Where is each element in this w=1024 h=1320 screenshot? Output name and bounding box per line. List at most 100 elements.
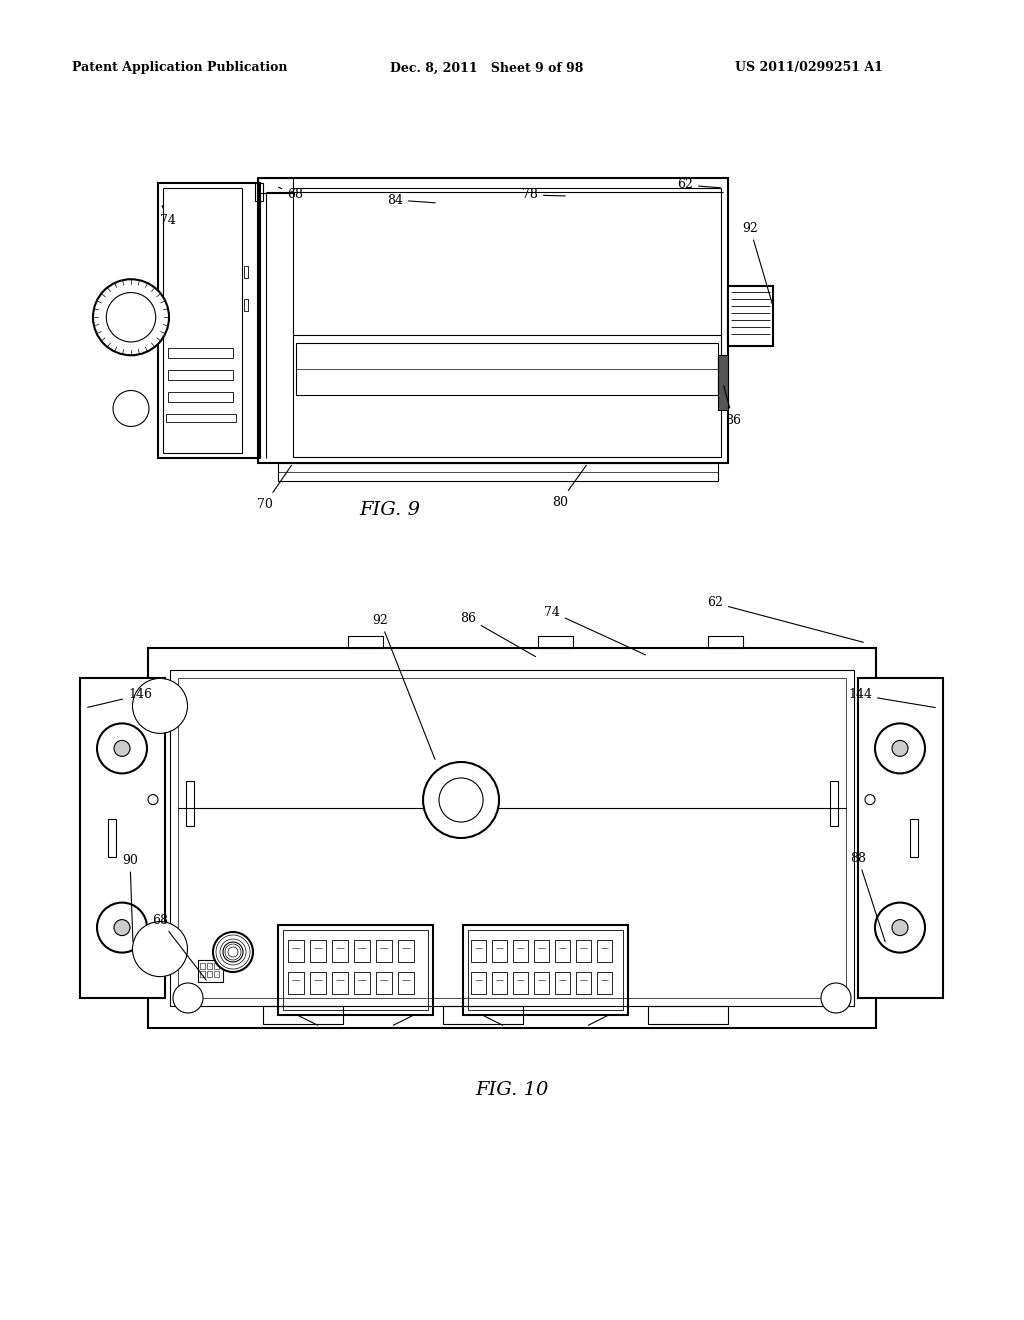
- Circle shape: [423, 762, 499, 838]
- Bar: [310, 940, 326, 962]
- Text: 86: 86: [460, 611, 536, 656]
- Bar: [293, 187, 721, 457]
- Bar: [575, 973, 591, 994]
- Bar: [398, 940, 414, 962]
- Circle shape: [97, 723, 147, 774]
- Bar: [283, 931, 428, 1010]
- Bar: [597, 940, 612, 962]
- Circle shape: [821, 983, 851, 1012]
- Bar: [168, 392, 233, 403]
- Bar: [158, 183, 260, 458]
- Bar: [492, 940, 507, 962]
- Bar: [534, 940, 549, 962]
- Bar: [398, 973, 414, 994]
- Bar: [288, 940, 304, 962]
- Circle shape: [892, 920, 908, 936]
- Bar: [310, 973, 326, 994]
- Bar: [214, 970, 219, 977]
- Bar: [597, 973, 612, 994]
- Bar: [443, 1006, 523, 1024]
- Bar: [513, 973, 528, 994]
- Circle shape: [114, 741, 130, 756]
- Bar: [278, 463, 718, 480]
- Bar: [258, 178, 293, 193]
- Text: 74: 74: [160, 206, 176, 227]
- Text: 80: 80: [552, 465, 587, 508]
- Bar: [278, 925, 433, 1015]
- Bar: [376, 973, 392, 994]
- Bar: [170, 671, 854, 1006]
- Bar: [648, 1006, 728, 1024]
- Text: 68: 68: [152, 913, 206, 981]
- Bar: [354, 973, 370, 994]
- Text: 144: 144: [848, 689, 935, 708]
- Text: 90: 90: [122, 854, 138, 941]
- Circle shape: [874, 903, 925, 953]
- Bar: [244, 298, 248, 310]
- Circle shape: [93, 280, 169, 355]
- Text: US 2011/0299251 A1: US 2011/0299251 A1: [735, 62, 883, 74]
- Bar: [198, 960, 223, 982]
- Bar: [108, 818, 116, 857]
- Circle shape: [132, 678, 187, 734]
- Text: 88: 88: [850, 851, 885, 941]
- Bar: [263, 1006, 343, 1024]
- Circle shape: [113, 391, 150, 426]
- Bar: [166, 414, 236, 422]
- Bar: [830, 781, 838, 826]
- Bar: [80, 678, 165, 998]
- Bar: [258, 178, 728, 463]
- Text: 70: 70: [257, 465, 292, 511]
- Circle shape: [213, 932, 253, 972]
- Circle shape: [114, 920, 130, 936]
- Bar: [468, 931, 623, 1010]
- Bar: [471, 940, 486, 962]
- Bar: [718, 355, 728, 409]
- Bar: [555, 940, 570, 962]
- Bar: [178, 678, 846, 998]
- Bar: [288, 973, 304, 994]
- Circle shape: [97, 903, 147, 953]
- Bar: [244, 265, 248, 277]
- Bar: [332, 940, 348, 962]
- Bar: [471, 973, 486, 994]
- Text: 74: 74: [544, 606, 645, 655]
- Text: Patent Application Publication: Patent Application Publication: [72, 62, 288, 74]
- Bar: [492, 973, 507, 994]
- Text: 68: 68: [279, 187, 303, 202]
- Circle shape: [439, 777, 483, 822]
- Bar: [186, 781, 194, 826]
- Bar: [376, 940, 392, 962]
- Text: 78: 78: [522, 189, 565, 202]
- Bar: [168, 348, 233, 358]
- Bar: [910, 818, 918, 857]
- Circle shape: [223, 942, 243, 962]
- Bar: [348, 636, 383, 648]
- Text: FIG. 10: FIG. 10: [475, 1081, 549, 1100]
- Bar: [200, 962, 205, 969]
- Bar: [332, 973, 348, 994]
- Text: 92: 92: [372, 614, 435, 759]
- Text: 146: 146: [88, 689, 152, 708]
- Text: 84: 84: [387, 194, 435, 206]
- Bar: [148, 648, 876, 1028]
- Bar: [708, 636, 743, 648]
- Circle shape: [865, 795, 874, 805]
- Circle shape: [173, 983, 203, 1012]
- Bar: [255, 183, 263, 201]
- Bar: [858, 678, 943, 998]
- Bar: [354, 940, 370, 962]
- Bar: [214, 962, 219, 969]
- Bar: [168, 370, 233, 380]
- Bar: [513, 940, 528, 962]
- Circle shape: [148, 795, 158, 805]
- Bar: [728, 286, 773, 346]
- Bar: [200, 970, 205, 977]
- Text: Dec. 8, 2011   Sheet 9 of 98: Dec. 8, 2011 Sheet 9 of 98: [390, 62, 584, 74]
- Circle shape: [132, 921, 187, 977]
- Bar: [207, 962, 212, 969]
- Text: 62: 62: [707, 597, 863, 643]
- Bar: [555, 973, 570, 994]
- Bar: [575, 940, 591, 962]
- Text: 86: 86: [724, 385, 741, 426]
